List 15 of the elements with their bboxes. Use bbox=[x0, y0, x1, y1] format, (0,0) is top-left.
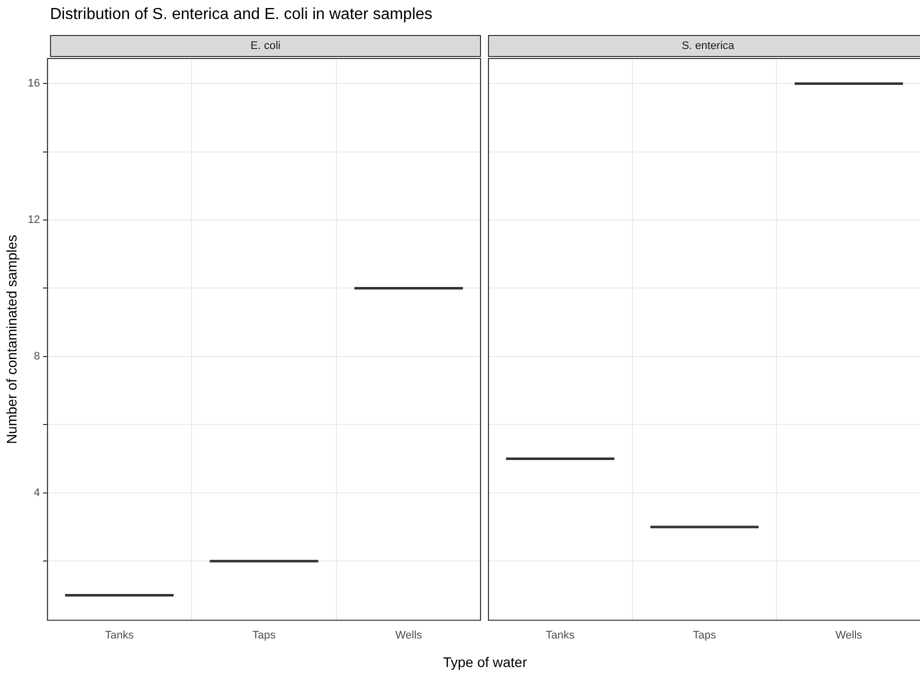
x-tick-label: Wells bbox=[395, 629, 423, 642]
chart-subtitle: E. coli bbox=[50, 35, 481, 57]
x-tick-label: Tanks bbox=[546, 629, 576, 642]
x-tick-label: Tanks bbox=[104, 629, 134, 642]
x-axis-title: Type of water bbox=[442, 654, 528, 670]
chart-title: Distribution of S. enterica and E. coli in water samples bbox=[50, 6, 432, 24]
x-tick-label: Wells bbox=[835, 629, 863, 642]
y-tick-label: 12 bbox=[28, 214, 40, 226]
y-tick-label: 16 bbox=[28, 78, 40, 90]
y-axis-title: Number of contaminated samples bbox=[3, 234, 20, 444]
y-tick-label: 4 bbox=[34, 486, 40, 499]
x-tick-label: Taps bbox=[692, 629, 717, 642]
chart-subtitle: S. enterica bbox=[488, 35, 920, 57]
y-tick-label: 8 bbox=[34, 350, 40, 362]
x-tick-label: Taps bbox=[252, 629, 276, 642]
